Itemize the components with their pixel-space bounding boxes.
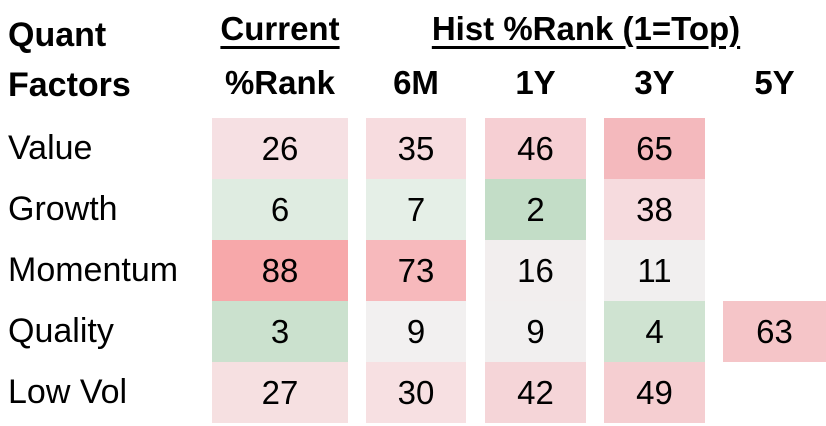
heatmap-cell: 30 <box>366 362 466 423</box>
heatmap-cell-empty <box>723 362 826 423</box>
heatmap-cell: 38 <box>604 179 705 240</box>
hist-group-header-text: Hist %Rank (1=Top) <box>431 10 741 47</box>
table-title-line1: Quant <box>8 16 107 54</box>
hist-group-header: Hist %Rank (1=Top) <box>366 10 806 48</box>
heatmap-cell: 35 <box>366 118 466 179</box>
heatmap-cell: 6 <box>212 179 348 240</box>
row-label-growth: Growth <box>8 190 118 228</box>
heatmap-cell: 11 <box>604 240 705 301</box>
heatmap-cell: 63 <box>723 301 826 362</box>
col-header-3y: 3Y <box>634 64 675 101</box>
heatmap-cell: 42 <box>485 362 586 423</box>
heatmap-cell-empty <box>723 240 826 301</box>
current-group-header-text: Current <box>220 10 340 47</box>
table-title-line2: Factors <box>8 66 131 104</box>
col-header-current-rank: %Rank <box>224 64 336 101</box>
heatmap-cell: 88 <box>212 240 348 301</box>
heatmap-cell: 27 <box>212 362 348 423</box>
heatmap-cell-empty <box>723 179 826 240</box>
heatmap-cell: 4 <box>604 301 705 362</box>
heatmap-cell: 7 <box>366 179 466 240</box>
heatmap-cell: 16 <box>485 240 586 301</box>
heatmap-cell: 26 <box>212 118 348 179</box>
col-header-1y: 1Y <box>515 64 556 101</box>
row-label-value: Value <box>8 129 93 167</box>
heatmap-cell: 9 <box>485 301 586 362</box>
heatmap-cell: 3 <box>212 301 348 362</box>
heatmap-cell: 73 <box>366 240 466 301</box>
heatmap-cell: 49 <box>604 362 705 423</box>
heatmap-cell: 65 <box>604 118 705 179</box>
heatmap-cell: 9 <box>366 301 466 362</box>
col-header-5y: 5Y <box>754 64 795 101</box>
heatmap-cell: 2 <box>485 179 586 240</box>
row-label-quality: Quality <box>8 312 114 350</box>
current-group-header: Current <box>212 10 348 48</box>
col-header-6m: 6M <box>393 64 439 101</box>
row-label-lowvol: Low Vol <box>8 373 128 411</box>
heatmap-cell-empty <box>723 118 826 179</box>
heatmap-cell: 46 <box>485 118 586 179</box>
table-title: Quant Factors <box>8 10 131 110</box>
row-label-momentum: Momentum <box>8 251 179 289</box>
